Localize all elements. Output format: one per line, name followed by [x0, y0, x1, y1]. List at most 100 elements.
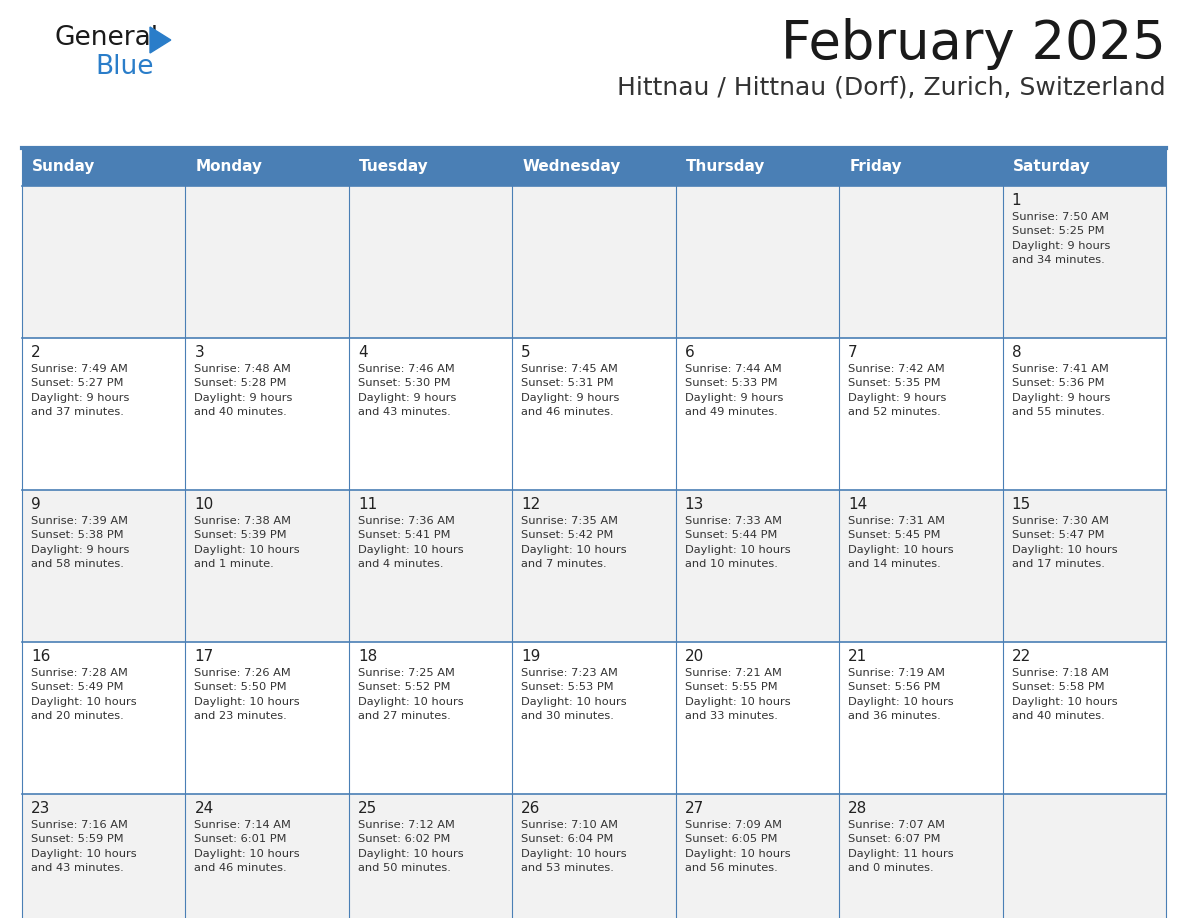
- Text: Sunrise: 7:42 AM
Sunset: 5:35 PM
Daylight: 9 hours
and 52 minutes.: Sunrise: 7:42 AM Sunset: 5:35 PM Dayligh…: [848, 364, 947, 417]
- Bar: [1003, 490, 1165, 642]
- Bar: [349, 642, 512, 794]
- Text: 18: 18: [358, 649, 377, 664]
- Bar: [839, 490, 1003, 642]
- Text: 8: 8: [1011, 345, 1022, 360]
- Text: 23: 23: [31, 801, 50, 816]
- Bar: [23, 148, 185, 186]
- Text: Sunrise: 7:41 AM
Sunset: 5:36 PM
Daylight: 9 hours
and 55 minutes.: Sunrise: 7:41 AM Sunset: 5:36 PM Dayligh…: [1011, 364, 1110, 417]
- Text: Wednesday: Wednesday: [523, 160, 620, 174]
- Text: Monday: Monday: [196, 160, 263, 174]
- Bar: [23, 642, 185, 794]
- Text: 19: 19: [522, 649, 541, 664]
- Text: 21: 21: [848, 649, 867, 664]
- Text: Sunrise: 7:33 AM
Sunset: 5:44 PM
Daylight: 10 hours
and 10 minutes.: Sunrise: 7:33 AM Sunset: 5:44 PM Dayligh…: [684, 516, 790, 569]
- Bar: [839, 338, 1003, 490]
- Bar: [185, 490, 349, 642]
- Text: Sunrise: 7:23 AM
Sunset: 5:53 PM
Daylight: 10 hours
and 30 minutes.: Sunrise: 7:23 AM Sunset: 5:53 PM Dayligh…: [522, 668, 627, 722]
- Bar: [23, 794, 185, 918]
- Bar: [349, 794, 512, 918]
- Bar: [23, 338, 185, 490]
- Text: 27: 27: [684, 801, 704, 816]
- Text: 9: 9: [31, 497, 40, 512]
- Text: Sunrise: 7:19 AM
Sunset: 5:56 PM
Daylight: 10 hours
and 36 minutes.: Sunrise: 7:19 AM Sunset: 5:56 PM Dayligh…: [848, 668, 954, 722]
- Bar: [512, 338, 676, 490]
- Text: Sunrise: 7:45 AM
Sunset: 5:31 PM
Daylight: 9 hours
and 46 minutes.: Sunrise: 7:45 AM Sunset: 5:31 PM Dayligh…: [522, 364, 620, 417]
- Text: Sunrise: 7:49 AM
Sunset: 5:27 PM
Daylight: 9 hours
and 37 minutes.: Sunrise: 7:49 AM Sunset: 5:27 PM Dayligh…: [31, 364, 129, 417]
- Text: Sunrise: 7:28 AM
Sunset: 5:49 PM
Daylight: 10 hours
and 20 minutes.: Sunrise: 7:28 AM Sunset: 5:49 PM Dayligh…: [31, 668, 137, 722]
- Bar: [839, 794, 1003, 918]
- Bar: [676, 148, 839, 186]
- Text: Sunrise: 7:25 AM
Sunset: 5:52 PM
Daylight: 10 hours
and 27 minutes.: Sunrise: 7:25 AM Sunset: 5:52 PM Dayligh…: [358, 668, 463, 722]
- Text: February 2025: February 2025: [782, 18, 1165, 70]
- Text: 16: 16: [31, 649, 50, 664]
- Text: Sunrise: 7:30 AM
Sunset: 5:47 PM
Daylight: 10 hours
and 17 minutes.: Sunrise: 7:30 AM Sunset: 5:47 PM Dayligh…: [1011, 516, 1117, 569]
- Text: 17: 17: [195, 649, 214, 664]
- Bar: [512, 148, 676, 186]
- Bar: [349, 148, 512, 186]
- Text: Sunrise: 7:09 AM
Sunset: 6:05 PM
Daylight: 10 hours
and 56 minutes.: Sunrise: 7:09 AM Sunset: 6:05 PM Dayligh…: [684, 820, 790, 873]
- Text: Sunrise: 7:21 AM
Sunset: 5:55 PM
Daylight: 10 hours
and 33 minutes.: Sunrise: 7:21 AM Sunset: 5:55 PM Dayligh…: [684, 668, 790, 722]
- Text: Thursday: Thursday: [685, 160, 765, 174]
- Bar: [676, 642, 839, 794]
- Bar: [349, 186, 512, 338]
- Text: 24: 24: [195, 801, 214, 816]
- Bar: [676, 186, 839, 338]
- Bar: [512, 490, 676, 642]
- Text: Sunrise: 7:44 AM
Sunset: 5:33 PM
Daylight: 9 hours
and 49 minutes.: Sunrise: 7:44 AM Sunset: 5:33 PM Dayligh…: [684, 364, 783, 417]
- Text: Sunrise: 7:18 AM
Sunset: 5:58 PM
Daylight: 10 hours
and 40 minutes.: Sunrise: 7:18 AM Sunset: 5:58 PM Dayligh…: [1011, 668, 1117, 722]
- Text: Sunrise: 7:39 AM
Sunset: 5:38 PM
Daylight: 9 hours
and 58 minutes.: Sunrise: 7:39 AM Sunset: 5:38 PM Dayligh…: [31, 516, 129, 569]
- Bar: [512, 794, 676, 918]
- Bar: [23, 186, 185, 338]
- Bar: [185, 186, 349, 338]
- Text: 13: 13: [684, 497, 704, 512]
- Bar: [349, 490, 512, 642]
- Text: 7: 7: [848, 345, 858, 360]
- Text: 15: 15: [1011, 497, 1031, 512]
- Text: 2: 2: [31, 345, 40, 360]
- Text: 12: 12: [522, 497, 541, 512]
- Bar: [185, 338, 349, 490]
- Text: Friday: Friday: [849, 160, 902, 174]
- Text: 25: 25: [358, 801, 377, 816]
- Text: Sunrise: 7:10 AM
Sunset: 6:04 PM
Daylight: 10 hours
and 53 minutes.: Sunrise: 7:10 AM Sunset: 6:04 PM Dayligh…: [522, 820, 627, 873]
- Bar: [676, 490, 839, 642]
- Text: Sunrise: 7:31 AM
Sunset: 5:45 PM
Daylight: 10 hours
and 14 minutes.: Sunrise: 7:31 AM Sunset: 5:45 PM Dayligh…: [848, 516, 954, 569]
- Text: 14: 14: [848, 497, 867, 512]
- Text: Sunrise: 7:38 AM
Sunset: 5:39 PM
Daylight: 10 hours
and 1 minute.: Sunrise: 7:38 AM Sunset: 5:39 PM Dayligh…: [195, 516, 301, 569]
- Text: 3: 3: [195, 345, 204, 360]
- Text: Hittnau / Hittnau (Dorf), Zurich, Switzerland: Hittnau / Hittnau (Dorf), Zurich, Switze…: [618, 76, 1165, 100]
- Bar: [1003, 794, 1165, 918]
- Text: Blue: Blue: [95, 54, 153, 80]
- Text: General: General: [55, 25, 159, 51]
- Bar: [185, 642, 349, 794]
- Text: Sunrise: 7:50 AM
Sunset: 5:25 PM
Daylight: 9 hours
and 34 minutes.: Sunrise: 7:50 AM Sunset: 5:25 PM Dayligh…: [1011, 212, 1110, 265]
- Text: Sunrise: 7:35 AM
Sunset: 5:42 PM
Daylight: 10 hours
and 7 minutes.: Sunrise: 7:35 AM Sunset: 5:42 PM Dayligh…: [522, 516, 627, 569]
- Bar: [512, 186, 676, 338]
- Bar: [676, 338, 839, 490]
- Text: 4: 4: [358, 345, 367, 360]
- Text: 6: 6: [684, 345, 695, 360]
- Bar: [676, 794, 839, 918]
- Text: 22: 22: [1011, 649, 1031, 664]
- Text: Sunrise: 7:07 AM
Sunset: 6:07 PM
Daylight: 11 hours
and 0 minutes.: Sunrise: 7:07 AM Sunset: 6:07 PM Dayligh…: [848, 820, 954, 873]
- Text: Sunday: Sunday: [32, 160, 95, 174]
- Bar: [1003, 148, 1165, 186]
- Bar: [839, 148, 1003, 186]
- Text: 26: 26: [522, 801, 541, 816]
- Text: Sunrise: 7:14 AM
Sunset: 6:01 PM
Daylight: 10 hours
and 46 minutes.: Sunrise: 7:14 AM Sunset: 6:01 PM Dayligh…: [195, 820, 301, 873]
- Text: Saturday: Saturday: [1012, 160, 1091, 174]
- Text: Sunrise: 7:26 AM
Sunset: 5:50 PM
Daylight: 10 hours
and 23 minutes.: Sunrise: 7:26 AM Sunset: 5:50 PM Dayligh…: [195, 668, 301, 722]
- Bar: [185, 148, 349, 186]
- Bar: [185, 794, 349, 918]
- Text: Sunrise: 7:36 AM
Sunset: 5:41 PM
Daylight: 10 hours
and 4 minutes.: Sunrise: 7:36 AM Sunset: 5:41 PM Dayligh…: [358, 516, 463, 569]
- Text: 5: 5: [522, 345, 531, 360]
- Text: 1: 1: [1011, 193, 1022, 208]
- Bar: [1003, 338, 1165, 490]
- Bar: [839, 642, 1003, 794]
- Text: Sunrise: 7:12 AM
Sunset: 6:02 PM
Daylight: 10 hours
and 50 minutes.: Sunrise: 7:12 AM Sunset: 6:02 PM Dayligh…: [358, 820, 463, 873]
- Text: 11: 11: [358, 497, 377, 512]
- Text: Tuesday: Tuesday: [359, 160, 429, 174]
- Bar: [1003, 186, 1165, 338]
- Text: 20: 20: [684, 649, 704, 664]
- Text: Sunrise: 7:46 AM
Sunset: 5:30 PM
Daylight: 9 hours
and 43 minutes.: Sunrise: 7:46 AM Sunset: 5:30 PM Dayligh…: [358, 364, 456, 417]
